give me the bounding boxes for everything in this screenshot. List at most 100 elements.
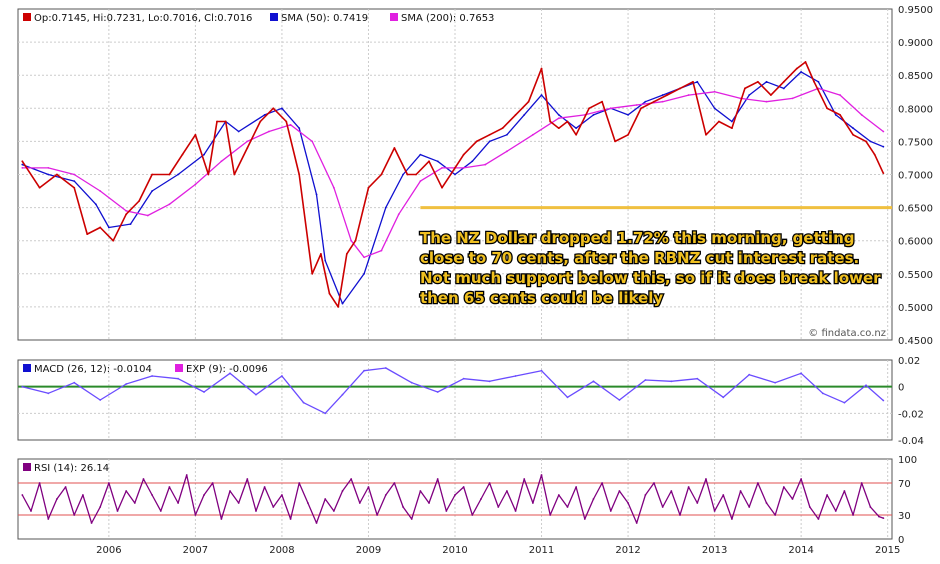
point-price-2-3 bbox=[73, 186, 76, 189]
point-price-0-17 bbox=[363, 272, 366, 275]
point-price-1-7 bbox=[194, 183, 197, 186]
point-price-2-12 bbox=[194, 133, 197, 136]
point-macd-0-11 bbox=[302, 401, 305, 404]
point-rsi-0-48 bbox=[436, 478, 439, 480]
point-rsi-0-93 bbox=[826, 494, 828, 496]
xtick-2012: 2012 bbox=[615, 545, 640, 556]
point-macd-0-16 bbox=[410, 381, 413, 384]
point-price-0-18 bbox=[384, 206, 387, 209]
point-rsi-0-37 bbox=[341, 490, 344, 492]
legend-swatch-sma50 bbox=[270, 13, 278, 21]
ytick-macd-3: -0.04 bbox=[898, 436, 924, 447]
point-price-2-38 bbox=[488, 133, 491, 136]
point-price-2-44 bbox=[557, 127, 560, 130]
point-price-2-10 bbox=[168, 173, 171, 176]
point-rsi-0-8 bbox=[90, 522, 93, 524]
point-price-1-4 bbox=[125, 210, 128, 212]
point-price-0-46 bbox=[869, 140, 872, 143]
point-rsi-0-90 bbox=[800, 478, 803, 480]
point-price-1-23 bbox=[531, 133, 534, 136]
point-price-1-27 bbox=[635, 104, 638, 106]
point-price-0-29 bbox=[575, 127, 578, 130]
point-price-1-8 bbox=[220, 160, 223, 163]
point-rsi-0-35 bbox=[324, 498, 327, 500]
point-price-2-9 bbox=[151, 173, 154, 176]
point-price-2-58 bbox=[731, 127, 733, 130]
point-price-2-21 bbox=[298, 173, 301, 176]
point-rsi-0-15 bbox=[151, 494, 154, 496]
point-rsi-0-39 bbox=[358, 502, 361, 504]
point-rsi-0-24 bbox=[229, 490, 231, 492]
point-macd-0-0 bbox=[21, 385, 24, 388]
point-price-1-30 bbox=[713, 90, 716, 93]
point-price-2-31 bbox=[406, 173, 409, 176]
point-rsi-0-18 bbox=[177, 502, 179, 504]
point-price-0-16 bbox=[341, 302, 344, 305]
xtick-2011: 2011 bbox=[529, 545, 554, 556]
point-price-1-19 bbox=[441, 166, 443, 169]
point-rsi-0-59 bbox=[531, 502, 534, 504]
point-macd-0-28 bbox=[722, 396, 725, 399]
point-rsi-0-27 bbox=[255, 510, 257, 512]
point-rsi-0-63 bbox=[566, 506, 569, 508]
point-rsi-0-75 bbox=[670, 490, 673, 492]
point-rsi-0-46 bbox=[419, 490, 422, 492]
point-price-1-36 bbox=[860, 114, 863, 116]
point-macd-0-4 bbox=[125, 383, 128, 385]
point-rsi-0-87 bbox=[774, 514, 777, 516]
point-rsi-0-38 bbox=[350, 478, 353, 480]
ytick-price-6: 0.6500 bbox=[898, 204, 933, 215]
point-price-2-50 bbox=[627, 133, 629, 136]
point-macd-0-25 bbox=[644, 379, 647, 381]
legend-swatch-price bbox=[23, 13, 31, 21]
point-price-1-26 bbox=[609, 107, 612, 110]
ytick-price-3: 0.8000 bbox=[898, 104, 933, 115]
point-price-2-51 bbox=[640, 107, 642, 110]
point-price-2-19 bbox=[272, 107, 275, 110]
point-macd-0-9 bbox=[255, 393, 257, 396]
point-rsi-0-19 bbox=[185, 474, 188, 476]
point-price-2-24 bbox=[328, 292, 331, 295]
point-price-2-64 bbox=[804, 61, 807, 63]
legend-rsi: RSI (14): 26.14 bbox=[34, 463, 109, 474]
point-macd-0-8 bbox=[229, 372, 231, 375]
point-price-2-49 bbox=[614, 140, 616, 143]
point-price-1-32 bbox=[765, 100, 768, 103]
point-rsi-0-84 bbox=[748, 506, 751, 508]
point-rsi-0-70 bbox=[627, 502, 629, 504]
point-price-2-26 bbox=[345, 253, 348, 255]
point-price-2-36 bbox=[462, 153, 465, 156]
point-rsi-0-76 bbox=[679, 514, 681, 516]
point-price-2-66 bbox=[826, 107, 828, 110]
point-price-1-16 bbox=[380, 249, 383, 252]
point-price-1-17 bbox=[397, 213, 400, 216]
point-price-2-70 bbox=[873, 153, 876, 156]
point-price-0-5 bbox=[129, 223, 132, 226]
point-price-1-3 bbox=[99, 190, 102, 192]
point-rsi-0-36 bbox=[332, 510, 335, 512]
point-price-2-57 bbox=[718, 120, 720, 123]
point-rsi-0-51 bbox=[462, 486, 465, 488]
point-rsi-0-98 bbox=[869, 506, 872, 508]
point-rsi-0-9 bbox=[99, 506, 102, 508]
point-price-0-1 bbox=[47, 173, 50, 176]
point-price-2-47 bbox=[588, 107, 591, 110]
xtick-2007: 2007 bbox=[183, 545, 208, 556]
point-price-2-54 bbox=[679, 87, 681, 90]
point-macd-0-26 bbox=[670, 380, 673, 383]
point-rsi-0-11 bbox=[116, 510, 119, 512]
point-rsi-0-6 bbox=[73, 514, 76, 516]
point-price-2-56 bbox=[705, 133, 707, 136]
point-rsi-0-67 bbox=[601, 482, 604, 484]
point-macd-0-23 bbox=[592, 380, 595, 383]
point-price-2-67 bbox=[839, 114, 841, 116]
point-macd-0-27 bbox=[696, 377, 699, 380]
legend-swatch-macd bbox=[23, 364, 31, 372]
point-price-0-4 bbox=[107, 226, 110, 229]
point-rsi-0-40 bbox=[367, 486, 370, 488]
point-price-0-40 bbox=[765, 80, 768, 83]
point-price-0-25 bbox=[506, 133, 508, 136]
point-price-2-34 bbox=[441, 186, 443, 189]
point-price-2-4 bbox=[86, 233, 89, 235]
